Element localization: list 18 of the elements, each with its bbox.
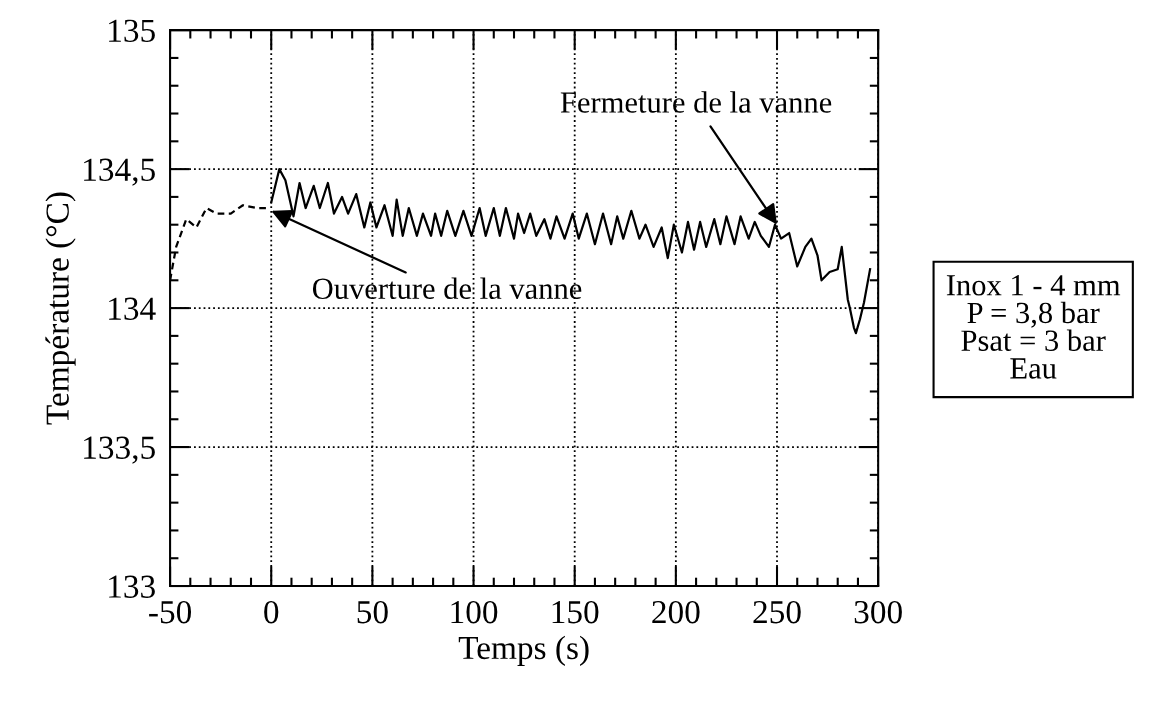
x-tick-label: 300 (854, 600, 902, 624)
x-tick-label: 150 (552, 600, 599, 624)
x-tick-label: 50 (357, 600, 388, 624)
y-axis-title: Température (°C) (45, 192, 76, 425)
x-tick-label: 200 (652, 600, 700, 624)
y-tick-label: 135 (109, 19, 155, 43)
x-tick-label: 250 (753, 600, 801, 624)
y-tick-label: 134,5 (84, 158, 155, 186)
text: Inox 1 - 4 mm P = 3,8 bar Psat = 3 bar Eau (946, 275, 1121, 379)
x-tick-label: 100 (451, 600, 498, 624)
y-tick-label: 133 (109, 575, 155, 598)
annotation: Fermeture de la vanne (560, 91, 832, 113)
x-tick-label: -50 (149, 600, 192, 624)
y-tick-label: 134 (109, 297, 156, 320)
x-tick-label: 0 (264, 600, 279, 624)
annotation: Ouverture de la vanne (312, 277, 582, 300)
y-tick-label: 133,5 (84, 436, 155, 464)
x-axis-title: Temps (s) (458, 635, 589, 666)
